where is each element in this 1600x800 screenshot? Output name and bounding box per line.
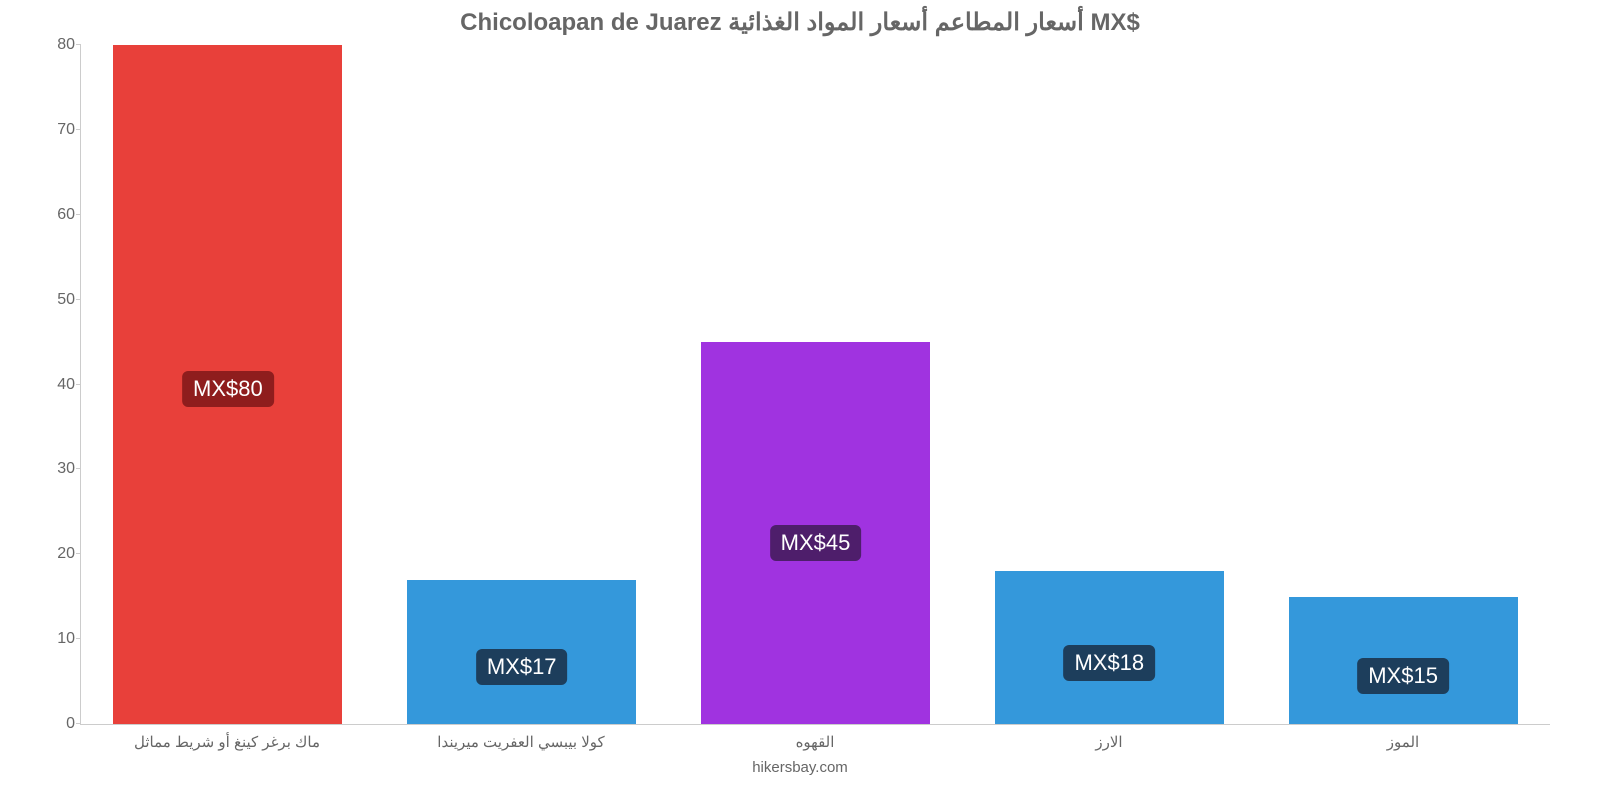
- y-tick-mark: [76, 44, 81, 45]
- chart-title: Chicoloapan de Juarez أسعار المطاعم أسعا…: [40, 0, 1560, 45]
- bar-value-badge: MX$80: [182, 371, 274, 407]
- y-tick-label: 0: [41, 715, 75, 733]
- y-tick-label: 20: [41, 545, 75, 563]
- bar-value-badge: MX$45: [770, 525, 862, 561]
- x-tick-label: القهوه: [796, 733, 835, 751]
- y-tick-label: 60: [41, 206, 75, 224]
- chart-footer: hikersbay.com: [40, 759, 1560, 776]
- x-axis-labels: ماك برغر كينغ أو شريط مماثل كولا بيبسي ال…: [80, 725, 1550, 755]
- y-tick-mark: [76, 384, 81, 385]
- y-tick-mark: [76, 723, 81, 724]
- y-tick-label: 50: [41, 291, 75, 309]
- y-tick-label: 10: [41, 630, 75, 648]
- y-tick-mark: [76, 214, 81, 215]
- y-tick-label: 40: [41, 376, 75, 394]
- y-tick-label: 80: [41, 36, 75, 54]
- bar-value-badge: MX$17: [476, 649, 568, 685]
- x-tick-label: كولا بيبسي العفريت ميريندا: [437, 733, 604, 751]
- bar-value-badge: MX$18: [1063, 645, 1155, 681]
- x-tick-label: ماك برغر كينغ أو شريط مماثل: [134, 733, 320, 751]
- price-chart: Chicoloapan de Juarez أسعار المطاعم أسعا…: [40, 0, 1560, 800]
- y-tick-mark: [76, 553, 81, 554]
- y-tick-mark: [76, 468, 81, 469]
- y-tick-mark: [76, 299, 81, 300]
- y-tick-mark: [76, 129, 81, 130]
- bar-value-badge: MX$15: [1357, 658, 1449, 694]
- x-tick-label: الارز: [1095, 733, 1122, 751]
- x-tick-label: الموز: [1387, 733, 1419, 751]
- y-tick-label: 70: [41, 121, 75, 139]
- y-tick-label: 30: [41, 460, 75, 478]
- plot-frame: 01020304050607080MX$80MX$17MX$45MX$18MX$…: [80, 45, 1550, 725]
- plot-area: 01020304050607080MX$80MX$17MX$45MX$18MX$…: [80, 45, 1550, 725]
- y-tick-mark: [76, 638, 81, 639]
